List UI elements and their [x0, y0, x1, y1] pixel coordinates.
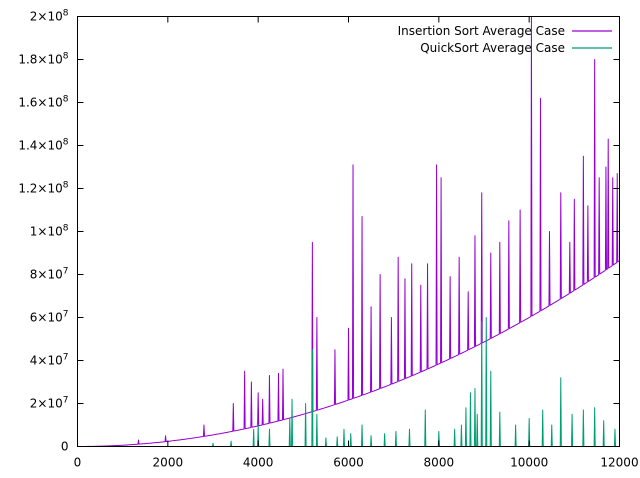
- series-layer: [77, 16, 620, 447]
- legend-label-0: Insertion Sort Average Case: [398, 24, 565, 38]
- y-tick-label-9: 1.8×108: [18, 52, 68, 67]
- y-tick-label-1: 2×107: [30, 396, 69, 411]
- x-tick-label-5: 10000: [510, 456, 548, 470]
- y-tick-label-5: 1×108: [30, 224, 69, 239]
- y-tick-label-7: 1.4×108: [18, 138, 68, 153]
- y-tick-label-6: 1.2×108: [18, 181, 68, 196]
- y-tick-label-0: 0: [61, 440, 69, 454]
- ticks-layer: 0 2000 4000 6000 8000 10000 12000 0 2×107 4×107 6×…: [18, 9, 638, 470]
- x-tick-label-6: 12000: [600, 456, 638, 470]
- x-tick-label-3: 6000: [333, 456, 364, 470]
- legend: Insertion Sort Average Case QuickSort Av…: [398, 24, 612, 55]
- legend-label-1: QuickSort Average Case: [420, 41, 565, 55]
- y-tick-label-8: 1.6×108: [18, 95, 68, 110]
- y-tick-label-4: 8×107: [30, 267, 69, 282]
- x-tick-label-4: 8000: [424, 456, 455, 470]
- x-tick-label-1: 2000: [153, 456, 184, 470]
- y-tick-label-10: 2×108: [30, 9, 69, 24]
- y-tick-label-3: 6×107: [30, 310, 69, 325]
- series-line-0: [77, 16, 620, 447]
- y-tick-label-2: 4×107: [30, 353, 69, 368]
- x-tick-label-2: 4000: [243, 456, 274, 470]
- x-tick-label-0: 0: [74, 456, 82, 470]
